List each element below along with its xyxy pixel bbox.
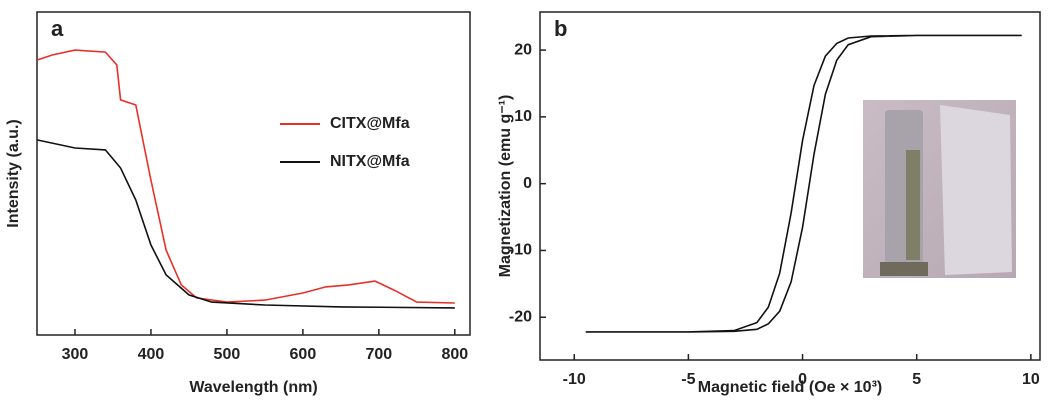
data-line: [36, 49, 455, 304]
x-tick-label: 400: [138, 346, 165, 363]
x-tick-label: 700: [365, 346, 392, 363]
y-axis-title: Intensity (a.u.): [5, 119, 22, 227]
plot-frame: [539, 11, 1041, 361]
y-axis-title: Magnetization (emu g⁻¹): [497, 95, 514, 278]
x-tick-label: 600: [290, 346, 317, 363]
y-tick-label: -20: [509, 308, 532, 325]
panel-label: a: [51, 16, 64, 41]
x-axis-title: Wavelength (nm): [189, 379, 317, 396]
legend-label: CITX@Mfa: [330, 115, 410, 132]
x-tick-label: -5: [681, 371, 695, 388]
plot-frame: [36, 11, 471, 336]
legend-label: NITX@Mfa: [330, 153, 410, 170]
y-tick-label: 10: [514, 108, 532, 125]
data-line: [36, 139, 455, 309]
x-tick-label: 5: [912, 371, 921, 388]
x-tick-label: 0: [798, 371, 807, 388]
x-tick-label: 800: [441, 346, 468, 363]
x-tick-label: -10: [563, 371, 586, 388]
data-line: [585, 34, 1022, 333]
x-axis-title: Magnetic field (Oe × 10³): [698, 379, 882, 396]
inset-photo: [863, 100, 1016, 278]
x-tick-label: 300: [62, 346, 89, 363]
y-tick-label: 20: [514, 41, 532, 58]
y-tick-label: 0: [523, 175, 532, 192]
x-tick-label: 10: [1022, 371, 1040, 388]
x-tick-label: 500: [214, 346, 241, 363]
panel-label: b: [554, 16, 567, 41]
y-tick-label: -10: [509, 242, 532, 259]
